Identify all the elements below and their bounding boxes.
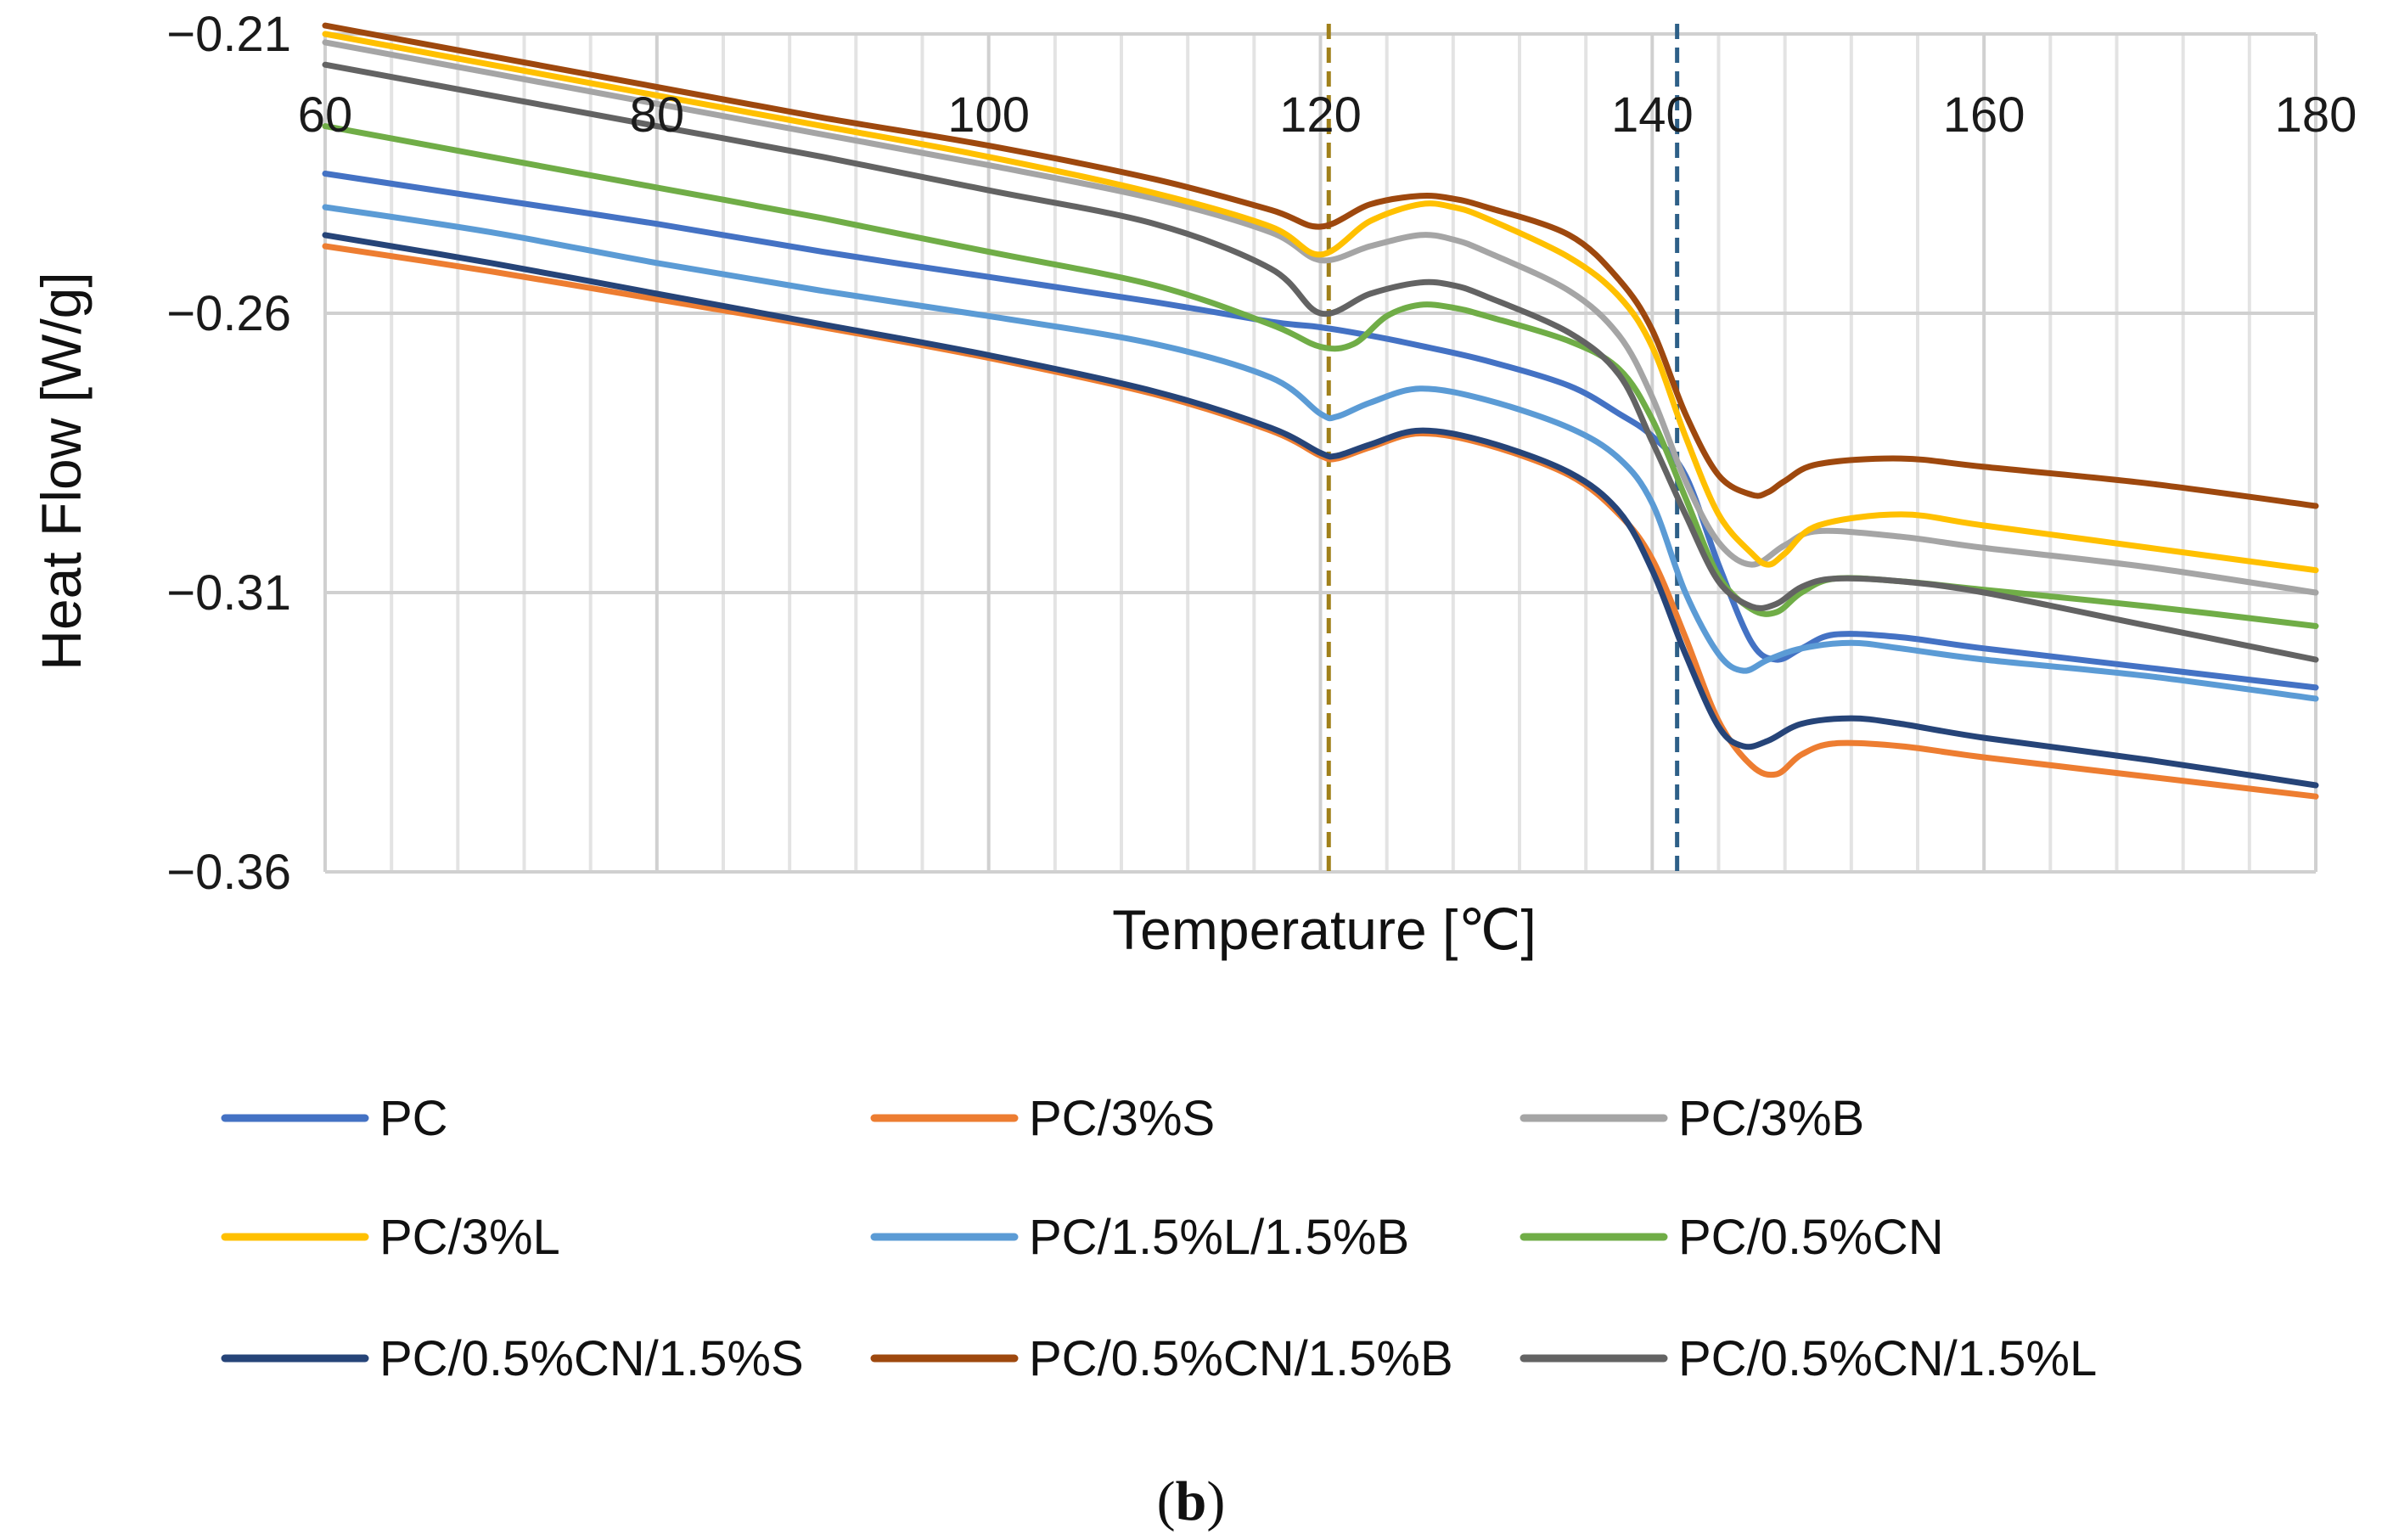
series-line-9 [322, 61, 2319, 663]
y-tick-label: −0.36 [166, 845, 291, 900]
panel-label: (b) [1157, 1470, 1226, 1532]
legend-label: PC/3%L [379, 1210, 560, 1265]
series-line-7 [322, 232, 2319, 789]
series-line-8 [322, 22, 2319, 509]
legend-label: PC/3%S [1029, 1091, 1215, 1146]
y-axis-title: Heat Flow [W/g] [30, 272, 93, 670]
legend-label: PC/0.5%CN/1.5%S [379, 1331, 804, 1386]
minor-gridlines [390, 34, 2251, 872]
x-tick-label: 100 [947, 87, 1030, 143]
legend-label: PC/1.5%L/1.5%B [1029, 1210, 1409, 1265]
x-axis-title: Temperature [℃] [1112, 898, 1537, 961]
x-tick-label: 120 [1279, 87, 1362, 143]
panel-label-letter: b [1176, 1470, 1207, 1532]
x-tick-labels: 60 80 100 120 140 160 180 [298, 87, 2357, 143]
legend-label: PC/0.5%CN/1.5%B [1029, 1331, 1453, 1386]
x-tick-label: 140 [1611, 87, 1694, 143]
legend: PC PC/3%S PC/3%B PC/3%L PC/1.5%L/1.5%B PC/0.5… [221, 1091, 2097, 1386]
legend-label: PC/0.5%CN [1678, 1210, 1944, 1265]
x-tick-label: 180 [2275, 87, 2357, 143]
y-tick-label: −0.21 [166, 7, 291, 62]
series-line-5 [322, 204, 2319, 702]
legend-label: PC/0.5%CN/1.5%L [1678, 1331, 2097, 1386]
series-line-1 [322, 171, 2319, 691]
x-tick-label: 160 [1943, 87, 2025, 143]
x-tick-label: 60 [298, 87, 353, 143]
legend-label: PC/3%B [1678, 1091, 1864, 1146]
y-tick-label: −0.31 [166, 565, 291, 621]
y-tick-label: −0.26 [166, 286, 291, 341]
series-lines [322, 22, 2319, 800]
series-line-3 [322, 39, 2319, 596]
series-line-4 [322, 31, 2319, 574]
legend-label: PC [379, 1091, 448, 1146]
y-tick-labels: −0.21 −0.26 −0.31 −0.36 [166, 7, 291, 900]
x-tick-label: 80 [630, 87, 685, 143]
